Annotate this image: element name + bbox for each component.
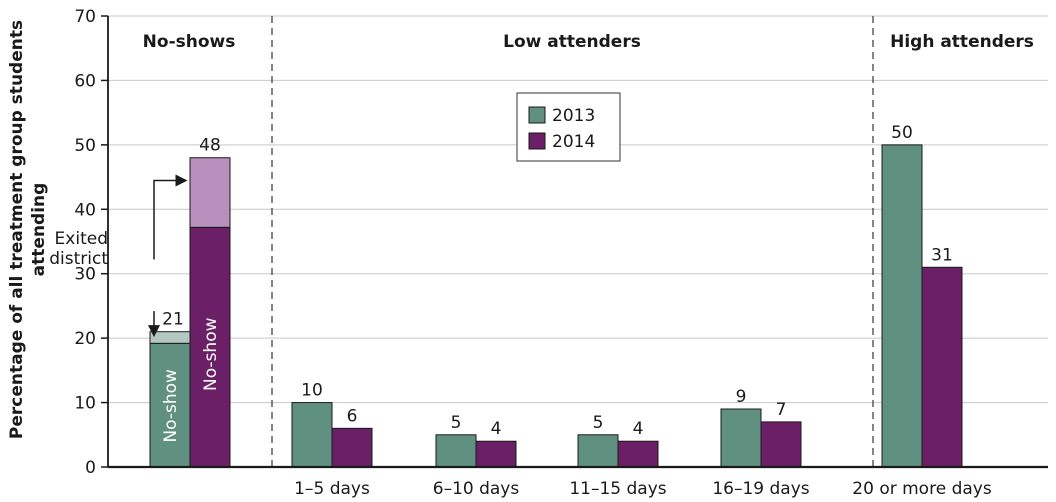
y-tick-label: 0 — [85, 458, 96, 478]
legend-label-2013: 2013 — [552, 106, 595, 126]
bar-2014 — [331, 427, 373, 468]
bar-2013-exited — [149, 331, 191, 344]
bar-2014-exited — [189, 157, 231, 228]
legend: 2013 2014 — [516, 92, 621, 162]
bar-2014 — [760, 421, 802, 468]
y-tick-label: 40 — [74, 200, 96, 220]
x-tick-label: 6–10 days — [433, 479, 520, 499]
data-label-2014: 4 — [491, 419, 502, 439]
group-label: No-shows — [143, 32, 236, 52]
bar-2013 — [881, 144, 923, 468]
bar-2014-no-show — [189, 226, 231, 468]
legend-swatch-2014 — [528, 132, 546, 150]
y-tick-label: 60 — [74, 71, 96, 91]
x-tick-label: 16–19 days — [712, 479, 809, 499]
bar-2013 — [720, 408, 762, 468]
bar-2014 — [921, 266, 963, 468]
group-dividers — [271, 16, 874, 467]
x-tick-label: 11–15 days — [569, 479, 666, 499]
y-tick-label: 30 — [74, 265, 96, 285]
bar-2013 — [291, 402, 333, 468]
bar-2014 — [617, 440, 659, 468]
in-bar-label-2013: No-show — [161, 369, 181, 443]
data-label-2014: 31 — [931, 245, 953, 265]
y-tick-label: 70 — [74, 7, 96, 27]
group-label: Low attenders — [503, 32, 641, 52]
annotation-line-2: district — [49, 249, 108, 269]
legend-swatch-2013 — [528, 106, 546, 124]
data-label-2013: 5 — [593, 413, 604, 433]
annotation-line-1: Exited — [55, 229, 108, 249]
data-label-2014: 6 — [347, 406, 358, 426]
bar-2014 — [475, 440, 517, 468]
data-label-2014: 4 — [633, 419, 644, 439]
y-axis-title-line-2: attending — [29, 183, 49, 277]
x-tick-label: 20 or more days — [852, 479, 992, 499]
data-label-2014: 48 — [199, 136, 221, 156]
data-label-2013: 5 — [451, 413, 462, 433]
y-tick-label: 50 — [74, 136, 96, 156]
data-label-2013: 10 — [301, 381, 323, 401]
annotation-arrow-2014 — [153, 174, 188, 260]
legend-label-2014: 2014 — [552, 132, 595, 152]
axes: 0 10 20 30 40 50 60 70 Percentage of all treatme… — [7, 7, 1048, 499]
legend-box — [516, 92, 621, 162]
data-label-2014: 7 — [776, 400, 787, 420]
y-axis-title-line-1: Percentage of all treatment group studen… — [7, 20, 27, 439]
bar-2013 — [435, 434, 477, 468]
in-bar-label-2014: No-show — [201, 317, 221, 391]
data-label-2013: 50 — [891, 123, 913, 143]
group-label: High attenders — [890, 32, 1034, 52]
data-label-2013: 9 — [736, 387, 747, 407]
bar-2013 — [577, 434, 619, 468]
y-tick-label: 10 — [74, 394, 96, 414]
data-label-2013: 21 — [162, 310, 184, 330]
x-tick-label: 1–5 days — [294, 479, 370, 499]
y-tick-label: 20 — [74, 329, 96, 349]
labels: No-shows Low attenders High attenders 21 48 1… — [49, 32, 1034, 443]
